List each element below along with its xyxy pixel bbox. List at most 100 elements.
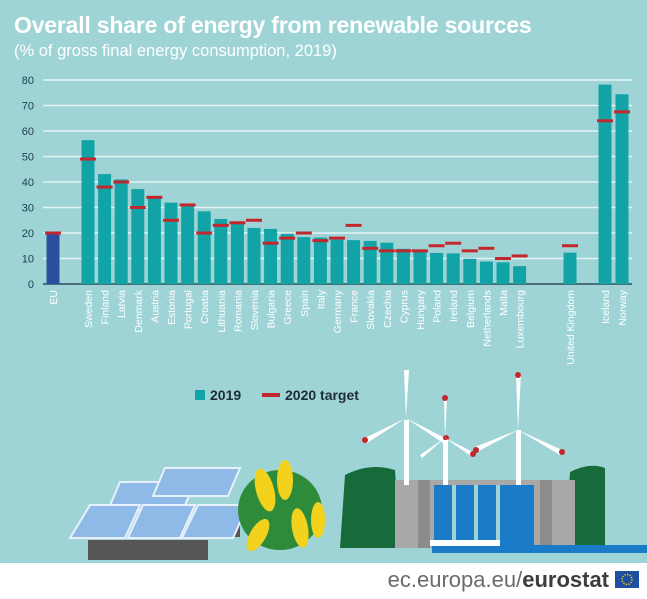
target-marker-spain bbox=[295, 231, 312, 235]
x-tick-label: Croatia bbox=[199, 290, 211, 324]
y-tick-label: 40 bbox=[22, 177, 34, 189]
bar-greece bbox=[280, 233, 294, 284]
bar-belgium bbox=[463, 258, 477, 284]
legend-label-2019: 2019 bbox=[210, 387, 241, 403]
y-tick-label: 70 bbox=[22, 101, 34, 113]
target-marker-latvia bbox=[113, 180, 130, 184]
x-tick-label: Iceland bbox=[600, 290, 612, 324]
x-tick-label: Spain bbox=[299, 290, 311, 317]
bar-denmark bbox=[131, 189, 145, 284]
bar-italy bbox=[313, 237, 327, 284]
bar-luxembourg bbox=[513, 266, 527, 284]
x-tick-label: Lithuania bbox=[216, 290, 228, 333]
x-tick-label: Greece bbox=[282, 290, 294, 325]
solar-panels-illustration bbox=[68, 467, 250, 560]
x-tick-label: Ireland bbox=[448, 290, 460, 322]
bar-slovakia bbox=[363, 240, 377, 284]
y-tick-label: 60 bbox=[22, 126, 34, 138]
target-marker-united-kingdom bbox=[562, 244, 578, 248]
target-marker-netherlands bbox=[478, 246, 495, 250]
y-tick-label: 10 bbox=[22, 254, 34, 266]
url-brand: eurostat bbox=[522, 567, 609, 592]
y-tick-label: 80 bbox=[22, 75, 34, 87]
bar-iceland bbox=[598, 84, 612, 284]
target-marker-romania bbox=[229, 221, 246, 225]
x-tick-label: Austria bbox=[149, 290, 161, 323]
target-marker-estonia bbox=[163, 218, 179, 222]
bar-portugal bbox=[181, 205, 195, 284]
x-tick-label: Bulgaria bbox=[266, 290, 278, 329]
target-marker-poland bbox=[428, 244, 445, 248]
dam-illustration bbox=[340, 465, 647, 553]
x-tick-label: Germany bbox=[332, 289, 344, 333]
target-marker-luxembourg bbox=[511, 254, 528, 258]
footer: ec.europa.eu/eurostat bbox=[0, 563, 647, 599]
x-tick-label: EU bbox=[48, 290, 60, 305]
target-marker-slovenia bbox=[246, 218, 262, 222]
x-tick-label: Belgium bbox=[465, 290, 477, 328]
bar-estonia bbox=[164, 202, 178, 284]
target-marker-finland bbox=[96, 185, 113, 189]
y-tick-label: 30 bbox=[22, 203, 34, 215]
bar-romania bbox=[230, 222, 244, 284]
chart-subtitle: (% of gross final energy consumption, 20… bbox=[14, 42, 337, 60]
target-marker-eu bbox=[45, 231, 61, 235]
bar-spain bbox=[297, 237, 311, 284]
target-marker-hungary bbox=[412, 249, 428, 253]
legend-swatch-target bbox=[262, 393, 280, 397]
x-tick-label: Czechia bbox=[382, 290, 394, 328]
target-marker-denmark bbox=[129, 206, 146, 209]
bar-latvia bbox=[114, 179, 128, 284]
bar-cyprus bbox=[396, 248, 410, 284]
x-tick-label: Norway bbox=[617, 289, 629, 325]
target-marker-slovakia bbox=[362, 246, 379, 250]
wind-turbines-illustration bbox=[362, 370, 565, 485]
target-marker-cyprus bbox=[395, 249, 412, 253]
legend-label-target: 2020 target bbox=[285, 387, 359, 403]
target-marker-italy bbox=[312, 239, 329, 243]
target-marker-france bbox=[345, 223, 362, 227]
y-tick-label: 0 bbox=[28, 279, 34, 291]
target-marker-belgium bbox=[461, 249, 478, 253]
x-tick-label: Cyprus bbox=[398, 290, 410, 323]
target-marker-iceland bbox=[597, 119, 613, 123]
target-marker-austria bbox=[146, 195, 163, 199]
bar-slovenia bbox=[247, 227, 261, 284]
x-tick-label: Romania bbox=[232, 290, 244, 332]
eurostat-url[interactable]: ec.europa.eu/eurostat bbox=[388, 567, 609, 593]
bar-bulgaria bbox=[264, 228, 278, 284]
bar-croatia bbox=[197, 211, 211, 284]
x-tick-label: Luxembourg bbox=[515, 290, 527, 349]
x-tick-label: Hungary bbox=[415, 289, 427, 329]
x-tick-label: Italy bbox=[315, 289, 327, 309]
bar-united-kingdom bbox=[563, 252, 577, 284]
y-tick-label: 20 bbox=[22, 228, 34, 240]
x-tick-label: United Kingdom bbox=[565, 290, 577, 365]
x-tick-label: Sweden bbox=[83, 290, 95, 328]
target-marker-croatia bbox=[196, 231, 213, 235]
bar-norway bbox=[615, 94, 629, 284]
bar-finland bbox=[98, 174, 112, 284]
y-tick-label: 50 bbox=[22, 152, 34, 164]
eu-flag-icon bbox=[615, 571, 639, 588]
x-tick-label: Poland bbox=[432, 290, 444, 323]
target-marker-czechia bbox=[378, 249, 395, 253]
bar-netherlands bbox=[479, 261, 493, 284]
target-marker-ireland bbox=[445, 241, 462, 245]
bar-poland bbox=[430, 252, 444, 284]
legend-swatch-2019 bbox=[195, 390, 205, 400]
x-tick-label: Malta bbox=[498, 290, 510, 316]
url-prefix: ec.europa.eu/ bbox=[387, 567, 523, 592]
x-tick-label: Latvia bbox=[116, 290, 128, 318]
x-tick-label: Finland bbox=[100, 290, 112, 325]
chart-title: Overall share of energy from renewable s… bbox=[14, 12, 532, 38]
x-tick-label: Slovenia bbox=[249, 290, 261, 330]
target-marker-lithuania bbox=[212, 223, 229, 227]
bar-eu bbox=[46, 233, 60, 284]
bar-germany bbox=[330, 239, 344, 284]
bar-czechia bbox=[380, 242, 394, 284]
x-tick-label: Estonia bbox=[166, 290, 178, 325]
corn-illustration bbox=[238, 460, 325, 552]
x-tick-label: Denmark bbox=[133, 289, 145, 332]
